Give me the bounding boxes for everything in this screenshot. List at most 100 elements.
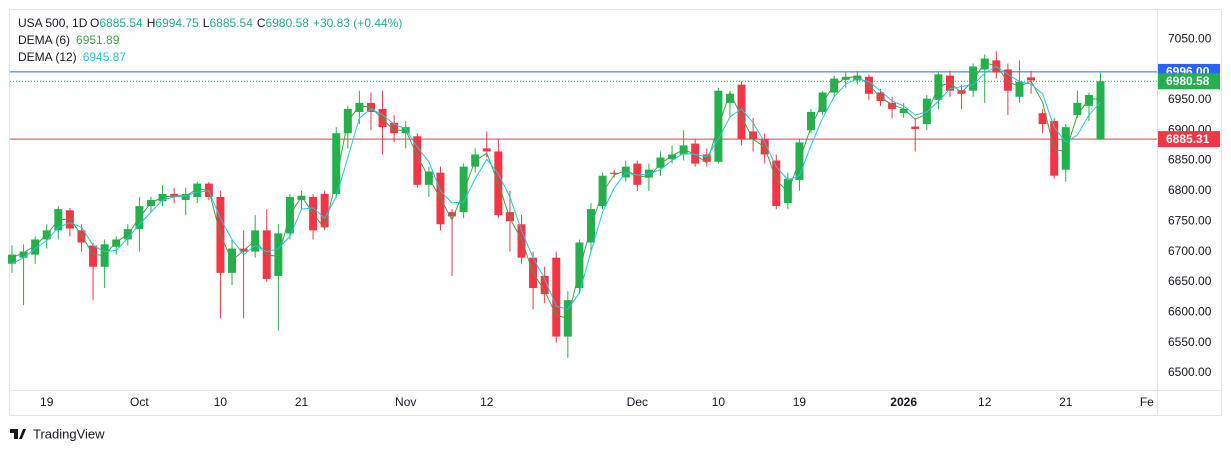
candle-body	[112, 239, 121, 247]
candle-body	[1027, 77, 1036, 81]
x-tick-label: 19	[793, 395, 807, 409]
candle-body	[540, 275, 549, 295]
y-tick-label: 6550.00	[1168, 335, 1212, 349]
symbol: USA 500, 1D	[18, 16, 88, 30]
candle-body	[89, 245, 98, 267]
x-tick-label: Dec	[627, 395, 648, 409]
y-tick-label: 6800.00	[1168, 183, 1212, 197]
candle-body	[390, 122, 399, 134]
ohlc-value: 6980.58	[266, 16, 310, 30]
candle-body	[378, 108, 387, 128]
candle-body	[1038, 113, 1047, 125]
legend-value: 6951.89	[76, 33, 120, 47]
legend-name: DEMA (6)	[18, 33, 70, 47]
candle-body	[19, 251, 28, 258]
candle-body	[552, 257, 561, 337]
candle-body	[1073, 102, 1082, 116]
candle-body	[193, 183, 202, 197]
chart-frame	[9, 9, 1222, 416]
y-tick-label: 6700.00	[1168, 244, 1212, 258]
y-tick-label: 6500.00	[1168, 365, 1212, 379]
candle-body	[8, 254, 16, 264]
y-tick-label: 6600.00	[1168, 304, 1212, 318]
candle-body	[320, 193, 329, 228]
logo-icon	[10, 429, 26, 439]
candle-body	[1015, 81, 1024, 97]
candle-body	[899, 108, 908, 114]
candle-body	[807, 111, 816, 131]
legend-value: 6945.87	[83, 50, 127, 64]
candle-body	[1061, 127, 1070, 170]
price-tag: 6885.31	[1166, 132, 1210, 146]
dema-line	[11, 62, 1101, 320]
ohlc-value: 6885.54	[209, 16, 253, 30]
legend-name: DEMA (12)	[18, 50, 77, 64]
candle-body	[737, 84, 746, 140]
legend: USA 500, 1D O 6885.54 H 6994.75 L 6885.54 C 698…	[18, 16, 402, 64]
candle-body	[1084, 94, 1093, 106]
y-tick-label: 7050.00	[1168, 31, 1212, 45]
candle-body	[355, 102, 364, 112]
y-tick-label: 6650.00	[1168, 274, 1212, 288]
plot	[8, 51, 1157, 358]
x-tick-label: Fe	[1140, 395, 1154, 409]
ohlc-label: C	[257, 16, 266, 30]
candle-body	[725, 93, 734, 103]
candle-body	[482, 148, 491, 152]
candle-body	[448, 212, 457, 217]
x-tick-label: 12	[480, 395, 494, 409]
ohlc-label: O	[90, 16, 99, 30]
candle-body	[598, 175, 607, 207]
footer: TradingView	[33, 426, 105, 441]
axes: 6500.00 6550.00 6600.00 6650.00 6700.00 6750.…	[40, 31, 1220, 409]
last-price-tag: 6980.58	[1166, 74, 1210, 88]
x-tick-label: 21	[1059, 395, 1073, 409]
price-tag-bg	[1158, 131, 1220, 148]
candle-body	[575, 242, 584, 289]
candle-body	[413, 136, 422, 185]
ohlc-label: L	[203, 16, 210, 30]
candle-body	[853, 75, 862, 81]
candle-body	[505, 212, 514, 222]
candle-body	[980, 58, 989, 70]
candle-body	[77, 230, 86, 243]
candle-body	[610, 172, 619, 174]
candle-body	[772, 160, 781, 207]
y-tick-label: 6750.00	[1168, 213, 1212, 227]
x-tick-label: 19	[40, 395, 54, 409]
candle-body	[691, 143, 700, 164]
dema-line	[11, 65, 1101, 310]
x-tick-label: 10	[214, 395, 228, 409]
logo: TradingView	[10, 426, 105, 441]
candle-body	[749, 131, 758, 140]
last-price-tag-bg	[1158, 73, 1220, 90]
y-tick-label: 6950.00	[1168, 92, 1212, 106]
candle-body	[158, 193, 167, 202]
candle-body	[31, 239, 40, 255]
candle-body	[332, 133, 341, 194]
candle-body	[621, 166, 630, 178]
candle-body	[656, 157, 665, 168]
y-tick-label: 6850.00	[1168, 153, 1212, 167]
x-tick-label: 10	[712, 395, 726, 409]
x-tick-label: 21	[295, 395, 309, 409]
x-tick-label: 12	[978, 395, 992, 409]
ohlc-value: 6994.75	[155, 16, 199, 30]
candle-body	[702, 154, 711, 162]
candle-body	[1003, 69, 1012, 91]
candle-body	[633, 163, 642, 185]
x-tick-label: Oct	[130, 395, 149, 409]
candle-body	[888, 102, 897, 109]
ohlc-label: H	[147, 16, 156, 30]
ohlc-value: 6885.54	[99, 16, 143, 30]
candle-body	[1096, 81, 1105, 139]
candle-body	[297, 195, 306, 200]
candle-body	[459, 166, 468, 213]
change: +30.83 (+0.44%)	[313, 16, 402, 30]
candle-body	[668, 154, 677, 160]
candle-body	[181, 193, 190, 200]
x-tick-label: Nov	[395, 395, 416, 409]
x-tick-label: 2026	[890, 395, 917, 409]
